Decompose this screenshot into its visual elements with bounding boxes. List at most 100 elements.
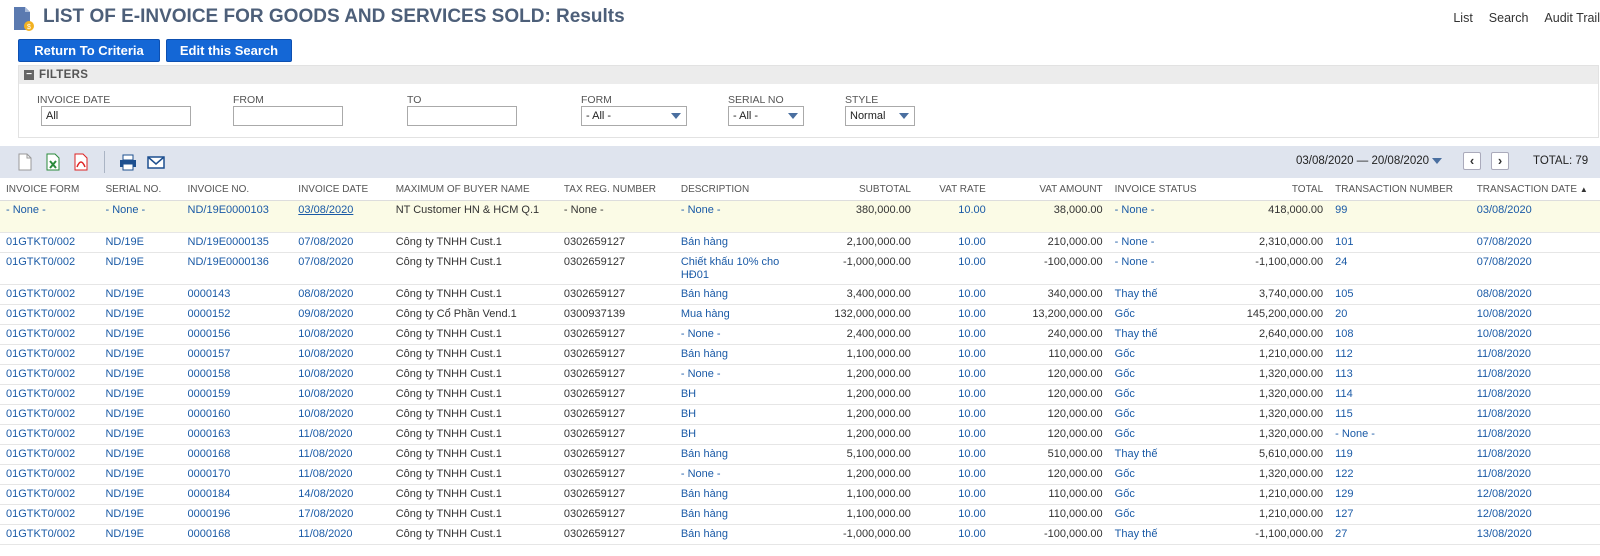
cell-invoice-no[interactable]: 0000163: [181, 424, 293, 445]
cell-invoice-date[interactable]: 10/08/2020: [292, 404, 390, 425]
cell-serial-no[interactable]: - None -: [99, 200, 182, 233]
cell-description[interactable]: Bán hàng: [674, 484, 804, 505]
col-invoice-date[interactable]: INVOICE DATE: [292, 180, 390, 201]
cell-transaction-number[interactable]: 122: [1329, 464, 1471, 485]
cell-transaction-number[interactable]: 20: [1329, 304, 1471, 325]
table-row[interactable]: 01GTKT0/002 ND/19E 0000184 14/08/2020 Công t…: [0, 484, 1600, 505]
table-row[interactable]: - None -- None - ND/19E0000103 03/08/2020 N…: [0, 200, 1600, 233]
cell-invoice-form[interactable]: 01GTKT0/002: [0, 252, 100, 285]
cell-transaction-number[interactable]: 105: [1329, 284, 1471, 305]
cell-transaction-date[interactable]: 07/08/2020: [1470, 252, 1600, 285]
table-row[interactable]: 01GTKT0/002 ND/19E 0000196 17/08/2020 Công t…: [0, 504, 1600, 525]
table-row[interactable]: 01GTKT0/002 ND/19E 0000160 10/08/2020 Công t…: [0, 404, 1600, 425]
col-transaction-date[interactable]: TRANSACTION DATE ▲: [1470, 180, 1600, 201]
cell-invoice-no[interactable]: ND/19E0000136: [181, 252, 293, 285]
table-row[interactable]: 01GTKT0/002 ND/19E ND/19E0000135 07/08/2020…: [0, 232, 1600, 253]
cell-transaction-date[interactable]: 11/08/2020: [1470, 384, 1600, 405]
cell-transaction-date[interactable]: 12/08/2020: [1470, 504, 1600, 525]
cell-transaction-number[interactable]: 127: [1329, 504, 1471, 525]
table-row[interactable]: 01GTKT0/002 ND/19E 0000170 11/08/2020 Công t…: [0, 464, 1600, 485]
cell-serial-no[interactable]: ND/19E: [99, 344, 182, 365]
cell-invoice-date[interactable]: 07/08/2020: [292, 232, 390, 253]
cell-serial-no[interactable]: ND/19E: [99, 384, 182, 405]
col-description[interactable]: DESCRIPTION: [674, 180, 804, 201]
cell-transaction-number[interactable]: 129: [1329, 484, 1471, 505]
cell-invoice-no[interactable]: 0000158: [181, 364, 293, 385]
cell-serial-no[interactable]: ND/19E: [99, 324, 182, 345]
from-date-field[interactable]: [233, 106, 343, 126]
cell-invoice-form[interactable]: 01GTKT0/002: [0, 284, 100, 305]
cell-serial-no[interactable]: ND/19E: [99, 484, 182, 505]
table-row[interactable]: 01GTKT0/002 ND/19E 0000159 10/08/2020 Công t…: [0, 384, 1600, 405]
cell-description[interactable]: - None -: [674, 200, 804, 233]
col-serial-no[interactable]: SERIAL NO.: [99, 180, 182, 201]
cell-serial-no[interactable]: ND/19E: [99, 232, 182, 253]
audit-trail-link[interactable]: Audit Trail: [1544, 11, 1600, 25]
cell-invoice-form[interactable]: 01GTKT0/002: [0, 444, 100, 465]
cell-transaction-number[interactable]: - None -: [1329, 424, 1471, 445]
cell-transaction-date[interactable]: 10/08/2020: [1470, 304, 1600, 325]
cell-transaction-number[interactable]: 115: [1329, 404, 1471, 425]
cell-transaction-number[interactable]: 24: [1329, 252, 1471, 285]
cell-invoice-form[interactable]: 01GTKT0/002: [0, 364, 100, 385]
cell-invoice-status[interactable]: - None -: [1108, 252, 1214, 285]
col-tax-reg-number[interactable]: TAX REG. NUMBER: [557, 180, 675, 201]
cell-invoice-date[interactable]: 14/08/2020: [292, 484, 390, 505]
cell-description[interactable]: Bán hàng: [674, 284, 804, 305]
cell-transaction-date[interactable]: 11/08/2020: [1470, 464, 1600, 485]
cell-transaction-number[interactable]: 101: [1329, 232, 1471, 253]
cell-invoice-date[interactable]: 17/08/2020: [292, 504, 390, 525]
cell-transaction-date[interactable]: 03/08/2020: [1470, 200, 1600, 233]
cell-invoice-status[interactable]: Gốc: [1108, 504, 1214, 525]
cell-transaction-date[interactable]: 11/08/2020: [1470, 364, 1600, 385]
table-row[interactable]: 01GTKT0/002 ND/19E 0000163 11/08/2020 Công t…: [0, 424, 1600, 445]
cell-invoice-status[interactable]: Gốc: [1108, 464, 1214, 485]
export-excel-icon[interactable]: [45, 153, 61, 171]
cell-invoice-form[interactable]: 01GTKT0/002: [0, 524, 100, 545]
cell-description[interactable]: Bán hàng: [674, 524, 804, 545]
table-row[interactable]: 01GTKT0/002 ND/19E ND/19E0000136 07/08/2020…: [0, 252, 1600, 285]
export-csv-icon[interactable]: [17, 153, 33, 171]
cell-description[interactable]: Bán hàng: [674, 444, 804, 465]
col-invoice-no[interactable]: INVOICE NO.: [181, 180, 293, 201]
cell-invoice-form[interactable]: 01GTKT0/002: [0, 304, 100, 325]
invoice-date-field[interactable]: All: [41, 106, 191, 126]
print-icon[interactable]: [119, 153, 137, 171]
cell-transaction-number[interactable]: 113: [1329, 364, 1471, 385]
cell-invoice-no[interactable]: 0000143: [181, 284, 293, 305]
cell-invoice-date[interactable]: 11/08/2020: [292, 524, 390, 545]
email-icon[interactable]: [147, 153, 165, 171]
col-subtotal[interactable]: SUBTOTAL: [803, 180, 917, 201]
cell-transaction-number[interactable]: 27: [1329, 524, 1471, 545]
prev-page-button[interactable]: ‹: [1463, 152, 1481, 170]
export-pdf-icon[interactable]: [73, 153, 89, 171]
cell-transaction-date[interactable]: 13/08/2020: [1470, 524, 1600, 545]
cell-invoice-form[interactable]: 01GTKT0/002: [0, 384, 100, 405]
cell-invoice-form[interactable]: 01GTKT0/002: [0, 324, 100, 345]
col-transaction-number[interactable]: TRANSACTION NUMBER: [1329, 180, 1471, 201]
cell-invoice-date[interactable]: 10/08/2020: [292, 344, 390, 365]
cell-invoice-date[interactable]: 10/08/2020: [292, 324, 390, 345]
cell-invoice-status[interactable]: Thay thế: [1108, 324, 1214, 345]
cell-description[interactable]: BH: [674, 404, 804, 425]
cell-transaction-number[interactable]: 99: [1329, 200, 1471, 233]
cell-invoice-no[interactable]: 0000152: [181, 304, 293, 325]
cell-invoice-no[interactable]: 0000168: [181, 444, 293, 465]
cell-transaction-date[interactable]: 11/08/2020: [1470, 444, 1600, 465]
cell-invoice-no[interactable]: 0000196: [181, 504, 293, 525]
cell-transaction-date[interactable]: 11/08/2020: [1470, 344, 1600, 365]
cell-serial-no[interactable]: ND/19E: [99, 424, 182, 445]
col-invoice-form[interactable]: INVOICE FORM: [0, 180, 100, 201]
cell-invoice-status[interactable]: - None -: [1108, 200, 1214, 233]
next-page-button[interactable]: ›: [1491, 152, 1509, 170]
cell-transaction-number[interactable]: 114: [1329, 384, 1471, 405]
form-select[interactable]: - All -: [581, 106, 687, 126]
cell-invoice-form[interactable]: 01GTKT0/002: [0, 424, 100, 445]
table-row[interactable]: 01GTKT0/002 ND/19E 0000143 08/08/2020 Công t…: [0, 284, 1600, 305]
cell-description[interactable]: Bán hàng: [674, 504, 804, 525]
cell-description[interactable]: - None -: [674, 364, 804, 385]
cell-transaction-number[interactable]: 112: [1329, 344, 1471, 365]
cell-invoice-form[interactable]: 01GTKT0/002: [0, 232, 100, 253]
cell-serial-no[interactable]: ND/19E: [99, 464, 182, 485]
cell-transaction-date[interactable]: 10/08/2020: [1470, 324, 1600, 345]
